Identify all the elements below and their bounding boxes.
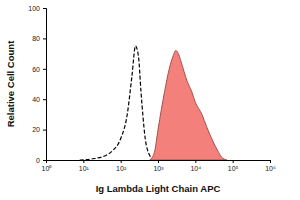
plot: 10⁰ 10¹ 10² 10³ 10⁴ 10⁵ 10⁶ 0 20 40 60 80 100	[28, 5, 276, 172]
histogram-area	[150, 51, 227, 160]
y-tick: 60	[32, 66, 46, 73]
x-tick-label: 10⁵	[228, 165, 239, 172]
y-axis-title: Relative Cell Count	[5, 40, 16, 127]
x-tick-mark	[158, 160, 159, 163]
series-layer	[80, 46, 227, 160]
x-tick-label: 10³	[153, 165, 164, 172]
y-tick-mark	[43, 99, 46, 100]
x-tick: 10⁰	[42, 160, 53, 172]
x-tick: 10¹	[79, 160, 90, 172]
x-tick-mark	[270, 160, 271, 163]
x-tick: 10⁶	[265, 160, 276, 172]
y-tick-mark	[43, 69, 46, 70]
y-tick-mark	[43, 130, 46, 131]
x-tick-label: 10¹	[79, 165, 90, 172]
x-tick-mark	[121, 160, 122, 163]
y-axis: 0 20 40 60 80 100	[28, 5, 46, 164]
x-axis-title: Ig Lambda Light Chain APC	[96, 183, 221, 194]
chart: 10⁰ 10¹ 10² 10³ 10⁴ 10⁵ 10⁶ 0 20 40 60 80 100 Ig Lamb…	[0, 0, 300, 200]
y-tick: 0	[36, 157, 46, 164]
y-tick-label: 100	[28, 5, 40, 12]
histogram-line	[80, 46, 155, 160]
x-tick-mark	[83, 160, 84, 163]
y-axis-line	[43, 9, 47, 161]
y-tick-label: 0	[36, 157, 40, 164]
y-tick: 40	[32, 96, 46, 103]
y-tick-label: 80	[32, 35, 40, 42]
x-axis: 10⁰ 10¹ 10² 10³ 10⁴ 10⁵ 10⁶	[42, 160, 276, 172]
x-tick: 10³	[153, 160, 164, 172]
x-tick-label: 10²	[116, 165, 127, 172]
y-tick-mark	[43, 160, 46, 161]
x-axis-line	[47, 161, 271, 164]
y-tick-label: 20	[32, 126, 40, 133]
y-tick-mark	[43, 8, 46, 9]
x-tick: 10⁴	[190, 160, 201, 172]
y-tick: 100	[28, 5, 46, 12]
x-tick-mark	[195, 160, 196, 163]
x-tick: 10²	[116, 160, 127, 172]
x-tick: 10⁵	[228, 160, 239, 172]
y-tick: 80	[32, 35, 46, 42]
y-tick: 20	[32, 126, 46, 133]
y-tick-label: 60	[32, 66, 40, 73]
x-tick-label: 10⁴	[190, 165, 201, 172]
x-tick-label: 10⁰	[42, 165, 53, 172]
x-tick-mark	[233, 160, 234, 163]
y-tick-mark	[43, 38, 46, 39]
y-tick-label: 40	[32, 96, 40, 103]
x-tick-label: 10⁶	[265, 165, 276, 172]
